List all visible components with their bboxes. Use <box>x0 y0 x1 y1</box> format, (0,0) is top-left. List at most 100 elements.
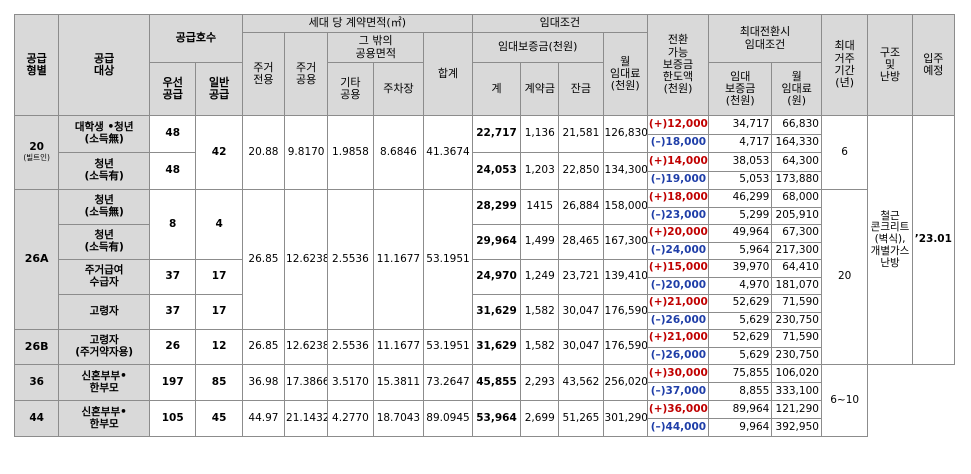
type-cell-26a: 26A <box>13 189 60 330</box>
conv-plus-cell: (+)15,000 <box>646 259 710 278</box>
max-deposit-cell: 34,717 <box>708 115 773 135</box>
priority-cell: 26 <box>148 329 197 365</box>
conv-plus-cell: (+)21,000 <box>646 294 710 313</box>
deposit-total-cell: 22,717 <box>471 115 522 153</box>
header-supply-count: 공급호수 <box>149 14 243 63</box>
table-row: 36 신혼부부• 한부모 197 85 36.98 17.3866 3.5170… <box>13 364 955 437</box>
excl-area-cell: 44.97 <box>241 400 286 437</box>
deposit-balance-cell: 30,047 <box>558 329 604 365</box>
conv-minus-cell: (–)26,000 <box>646 346 710 365</box>
max-rent-cell: 230,750 <box>771 346 822 365</box>
max-stay-cell: 6 <box>820 115 869 190</box>
priority-cell: 37 <box>148 259 197 295</box>
table-row: 청년 (소득有) 48 24,053 1,203 22,850 134,300 … <box>15 152 955 190</box>
type-cell-36: 36 <box>13 364 60 401</box>
max-rent-cell: 205,910 <box>771 206 822 225</box>
max-deposit-cell: 5,629 <box>708 311 773 330</box>
common-area-cell: 17.3866 <box>284 364 329 401</box>
table-row: (–)23,000 5,299 205,910 <box>15 206 955 225</box>
conv-minus-cell: (–)37,000 <box>646 382 710 401</box>
etc-common-cell: 4.2770 <box>327 400 374 437</box>
deposit-contract-cell: 2,699 <box>520 400 560 437</box>
table-row: 20 (빌트인) 대학생 •청년 (소득無) 48 42 20.88 9.817… <box>13 115 956 365</box>
conv-plus-cell: (+)14,000 <box>646 152 710 172</box>
table-row: (–)26,000 5,629 230,750 <box>15 346 955 365</box>
header-common-area: 주거 공용 <box>284 32 329 116</box>
conv-minus-cell: (–)23,000 <box>646 206 710 225</box>
parking-cell: 18.7043 <box>372 400 425 437</box>
deposit-balance-cell: 22,850 <box>558 152 604 190</box>
deposit-total-cell: 29,964 <box>471 224 522 260</box>
deposit-balance-cell: 43,562 <box>558 364 604 401</box>
general-cell: 12 <box>195 329 243 365</box>
header-lease-conditions: 임대조건 <box>471 14 648 33</box>
rent-cell: 176,590 <box>602 294 648 330</box>
deposit-total-cell: 24,970 <box>471 259 522 295</box>
max-rent-cell: 333,100 <box>771 382 822 401</box>
max-deposit-cell: 52,629 <box>708 294 773 313</box>
general-cell: 17 <box>195 294 243 330</box>
area-total-cell: 89.0945 <box>423 400 473 437</box>
header-exclusive-area: 주거 전용 <box>241 32 286 116</box>
type-sub-label: (빌트인) <box>23 153 50 163</box>
table-row: (–)24,000 5,964 217,300 <box>15 241 955 260</box>
max-deposit-cell: 5,299 <box>708 206 773 225</box>
header-max-rent: 월 임대료 (원) <box>771 62 822 116</box>
priority-cell: 197 <box>148 364 197 401</box>
deposit-balance-cell: 21,581 <box>558 115 604 153</box>
structure-cell: 철근 콘크리트 (벽식), 개별가스 난방 <box>867 115 913 365</box>
table-row: (–)44,000 9,964 392,950 <box>15 418 955 437</box>
parking-cell: 15.3811 <box>372 364 425 401</box>
etc-common-cell: 2.5536 <box>327 189 374 330</box>
deposit-contract-cell: 1,249 <box>520 259 560 295</box>
common-area-cell: 9.8170 <box>284 115 329 190</box>
max-deposit-cell: 5,053 <box>708 170 773 190</box>
max-deposit-cell: 8,855 <box>708 382 773 401</box>
table-row: 26B 고령자 (주거약자용) 26 12 26.85 12.6238 2.55… <box>13 329 955 365</box>
conv-minus-cell: (–)19,000 <box>646 170 710 190</box>
rent-cell: 126,830 <box>602 115 648 153</box>
header-deposit-balance: 잔금 <box>558 62 604 116</box>
deposit-total-cell: 45,855 <box>471 364 522 401</box>
general-cell: 17 <box>195 259 243 295</box>
table-body: 20 (빌트인) 대학생 •청년 (소득無) 48 42 20.88 9.817… <box>13 115 956 437</box>
common-area-cell: 21.1432 <box>284 400 329 437</box>
header-supply-target: 공급 대상 <box>58 14 150 116</box>
header-parking: 주차장 <box>372 62 425 116</box>
conv-minus-cell: (–)24,000 <box>646 241 710 260</box>
etc-common-cell: 2.5536 <box>327 329 374 365</box>
max-deposit-cell: 5,964 <box>708 241 773 260</box>
target-cell: 대학생 •청년 (소득無) <box>58 115 150 153</box>
excl-area-cell: 26.85 <box>241 189 286 330</box>
parking-cell: 11.1677 <box>372 329 425 365</box>
header-general-supply: 일반 공급 <box>195 62 243 116</box>
header-monthly-rent: 월 임대료 (천원) <box>602 32 648 116</box>
conv-plus-cell: (+)12,000 <box>646 115 710 135</box>
excl-area-cell: 26.85 <box>241 329 286 365</box>
conv-minus-cell: (–)26,000 <box>646 311 710 330</box>
deposit-contract-cell: 1415 <box>520 189 560 225</box>
deposit-total-cell: 24,053 <box>471 152 522 190</box>
max-deposit-cell: 4,970 <box>708 276 773 295</box>
etc-common-cell: 3.5170 <box>327 364 374 401</box>
conv-plus-cell: (+)30,000 <box>646 364 710 383</box>
table-row: (–)20,000 4,970 181,070 <box>15 276 955 295</box>
rent-cell: 256,020 <box>602 364 648 401</box>
type-label: 20 <box>29 141 44 154</box>
priority-cell: 48 <box>148 115 197 153</box>
deposit-balance-cell: 30,047 <box>558 294 604 330</box>
table-row: 고령자 37 17 31,629 1,582 30,047 176,590 (+… <box>15 294 955 330</box>
deposit-contract-cell: 1,582 <box>520 294 560 330</box>
target-cell: 청년 (소득有) <box>58 152 150 190</box>
table-row: 주거급여 수급자 37 17 24,970 1,249 23,721 139,4… <box>15 259 955 295</box>
deposit-contract-cell: 1,582 <box>520 329 560 365</box>
table-row: 26A 청년 (소득無) 8 4 26.85 12.6238 2.5536 11… <box>13 189 955 365</box>
supply-table-container: 공급 형별 공급 대상 공급호수 세대 당 계약면적(㎡) 임대조건 전환 가능… <box>13 14 956 437</box>
max-deposit-cell: 38,053 <box>708 152 773 172</box>
move-in-cell: ’23.01 <box>911 115 956 365</box>
header-max-stay: 최대 거주 기간 (년) <box>820 14 869 116</box>
type-cell-26b: 26B <box>13 329 60 365</box>
max-deposit-cell: 9,964 <box>708 418 773 437</box>
deposit-total-cell: 31,629 <box>471 329 522 365</box>
max-rent-cell: 181,070 <box>771 276 822 295</box>
